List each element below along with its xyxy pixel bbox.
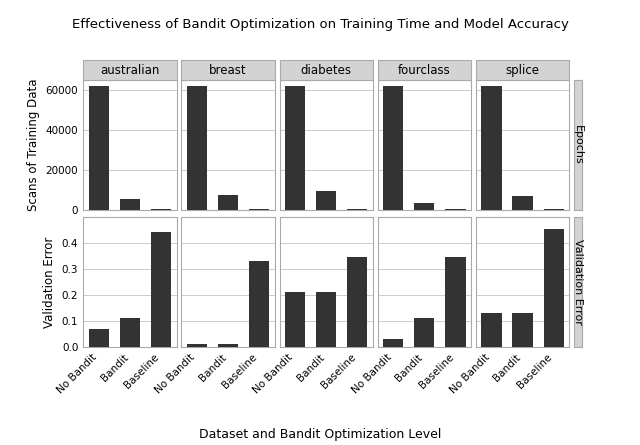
Bar [481,86,502,210]
Bar [285,292,305,347]
Bar [218,195,238,210]
Bar [383,86,403,210]
Text: diabetes: diabetes [301,64,352,77]
Bar [445,209,466,210]
Bar [543,209,564,210]
Bar [120,199,140,210]
Bar [348,209,367,210]
Text: Validation Error: Validation Error [573,239,583,325]
Bar [151,209,171,210]
Bar [383,339,403,347]
Bar [481,313,502,347]
Bar [513,196,532,210]
Bar [414,319,435,347]
Y-axis label: Validation Error: Validation Error [44,236,56,328]
Bar [151,232,171,347]
Text: breast: breast [209,64,247,77]
Bar [187,86,207,210]
Text: splice: splice [506,64,540,77]
Bar [89,86,109,210]
Bar [316,191,337,210]
Y-axis label: Scans of Training Data: Scans of Training Data [27,79,40,211]
Bar [445,257,466,347]
Text: fourclass: fourclass [398,64,451,77]
Bar [285,86,305,210]
Bar [249,209,269,210]
Text: Effectiveness of Bandit Optimization on Training Time and Model Accuracy: Effectiveness of Bandit Optimization on … [72,18,568,31]
Bar [543,229,564,347]
Bar [218,344,238,347]
Bar [348,257,367,347]
Bar [513,313,532,347]
Bar [187,344,207,347]
Text: australian: australian [100,64,159,77]
Bar [249,261,269,347]
Bar [316,292,337,347]
Text: Dataset and Bandit Optimization Level: Dataset and Bandit Optimization Level [199,428,441,441]
Bar [89,329,109,347]
Text: Epochs: Epochs [573,125,583,165]
Bar [414,203,435,210]
Bar [120,319,140,347]
